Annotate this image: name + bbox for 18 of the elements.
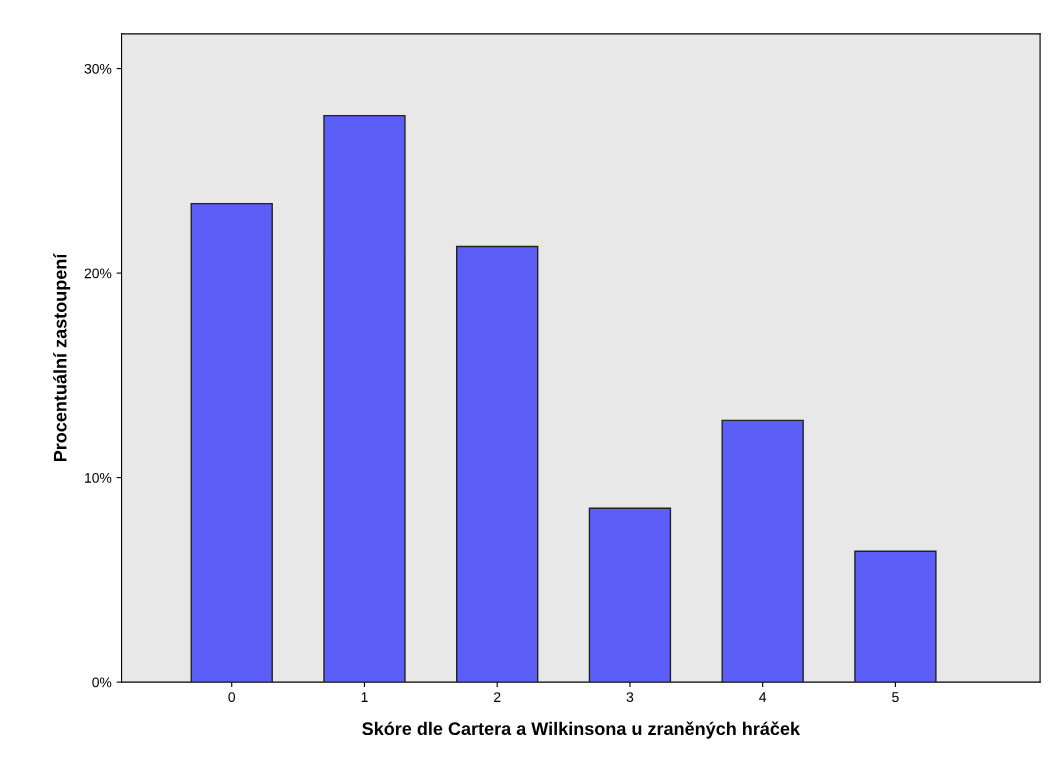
- y-tick-label: 10%: [85, 472, 112, 483]
- bar: [588, 507, 672, 683]
- x-axis-title: Skóre dle Cartera a Wilkinsona u zraněných hráček: [362, 721, 801, 739]
- y-axis-title: Procentuální zastoupení: [53, 253, 71, 462]
- y-tick-label: 0%: [92, 677, 112, 688]
- x-tick-label: 1: [361, 692, 368, 702]
- bar: [190, 202, 273, 683]
- x-tick-label: 3: [626, 692, 634, 703]
- bar: [854, 550, 937, 683]
- x-tick-label: 0: [228, 692, 236, 703]
- bar: [456, 245, 539, 683]
- x-tick-label: 5: [892, 692, 899, 703]
- bar: [721, 419, 804, 683]
- bar: [323, 114, 406, 683]
- y-tick-label: 20%: [84, 268, 112, 279]
- x-tick-label: 2: [494, 692, 501, 702]
- x-tick-label: 4: [759, 692, 767, 702]
- y-tick-label: 30%: [84, 63, 112, 74]
